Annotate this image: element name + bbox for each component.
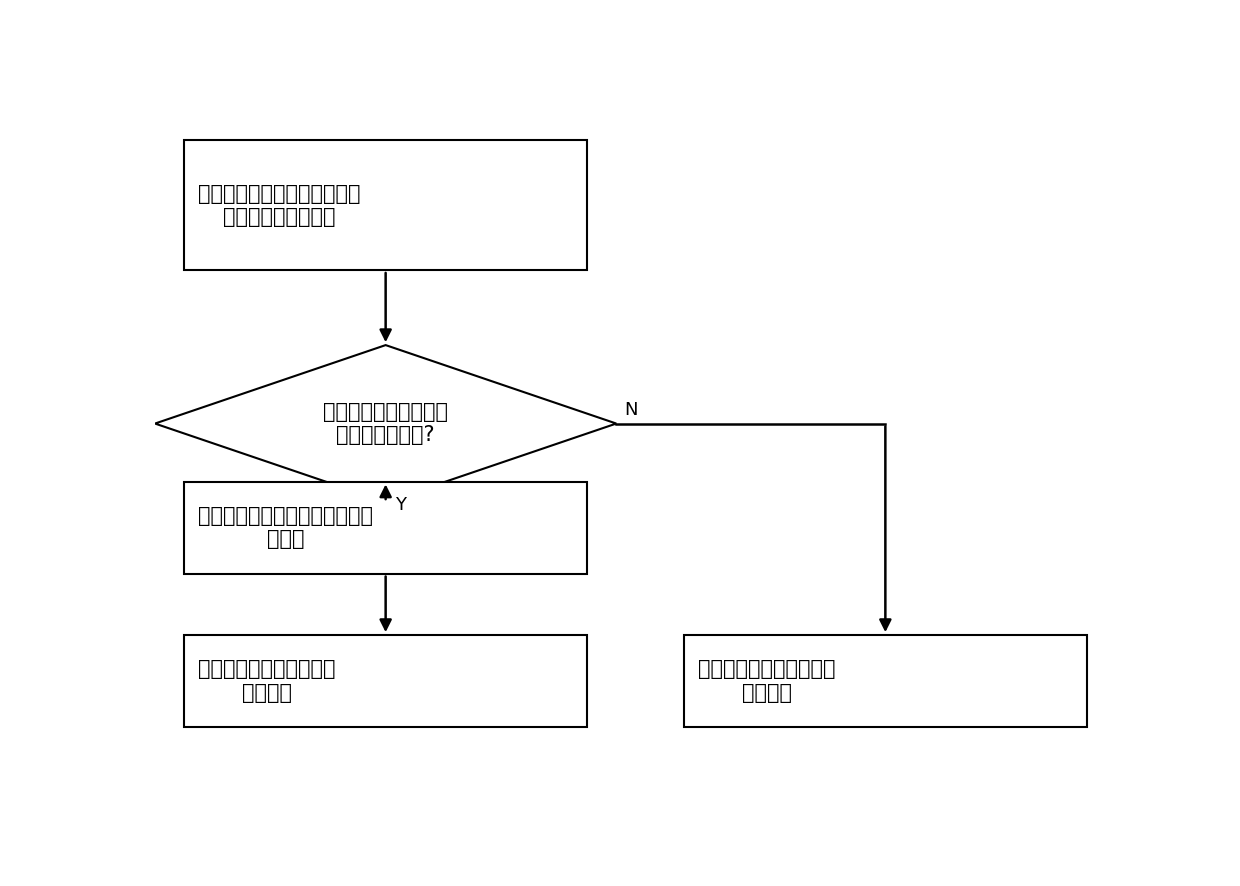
Bar bbox=[683, 635, 1087, 727]
Text: 将该报文按匹配到的流表中的指
令执行: 将该报文按匹配到的流表中的指 令执行 bbox=[198, 506, 373, 549]
Text: 将该报文按匹配到的指令
直接执行: 将该报文按匹配到的指令 直接执行 bbox=[698, 659, 836, 703]
Text: 按告警指令向控制器发送
告警消息: 按告警指令向控制器发送 告警消息 bbox=[198, 659, 336, 703]
Polygon shape bbox=[155, 346, 616, 502]
Bar bbox=[184, 635, 588, 727]
Text: Y: Y bbox=[394, 496, 405, 515]
Bar bbox=[184, 141, 588, 270]
Text: N: N bbox=[624, 400, 637, 419]
Text: 交换机对接收到的报文进行检
查并与流表进行匹配: 交换机对接收到的报文进行检 查并与流表进行匹配 bbox=[198, 183, 361, 227]
Bar bbox=[184, 482, 588, 573]
Text: 判断匹配到的流表中是
否包含告警指令?: 判断匹配到的流表中是 否包含告警指令? bbox=[324, 402, 448, 445]
